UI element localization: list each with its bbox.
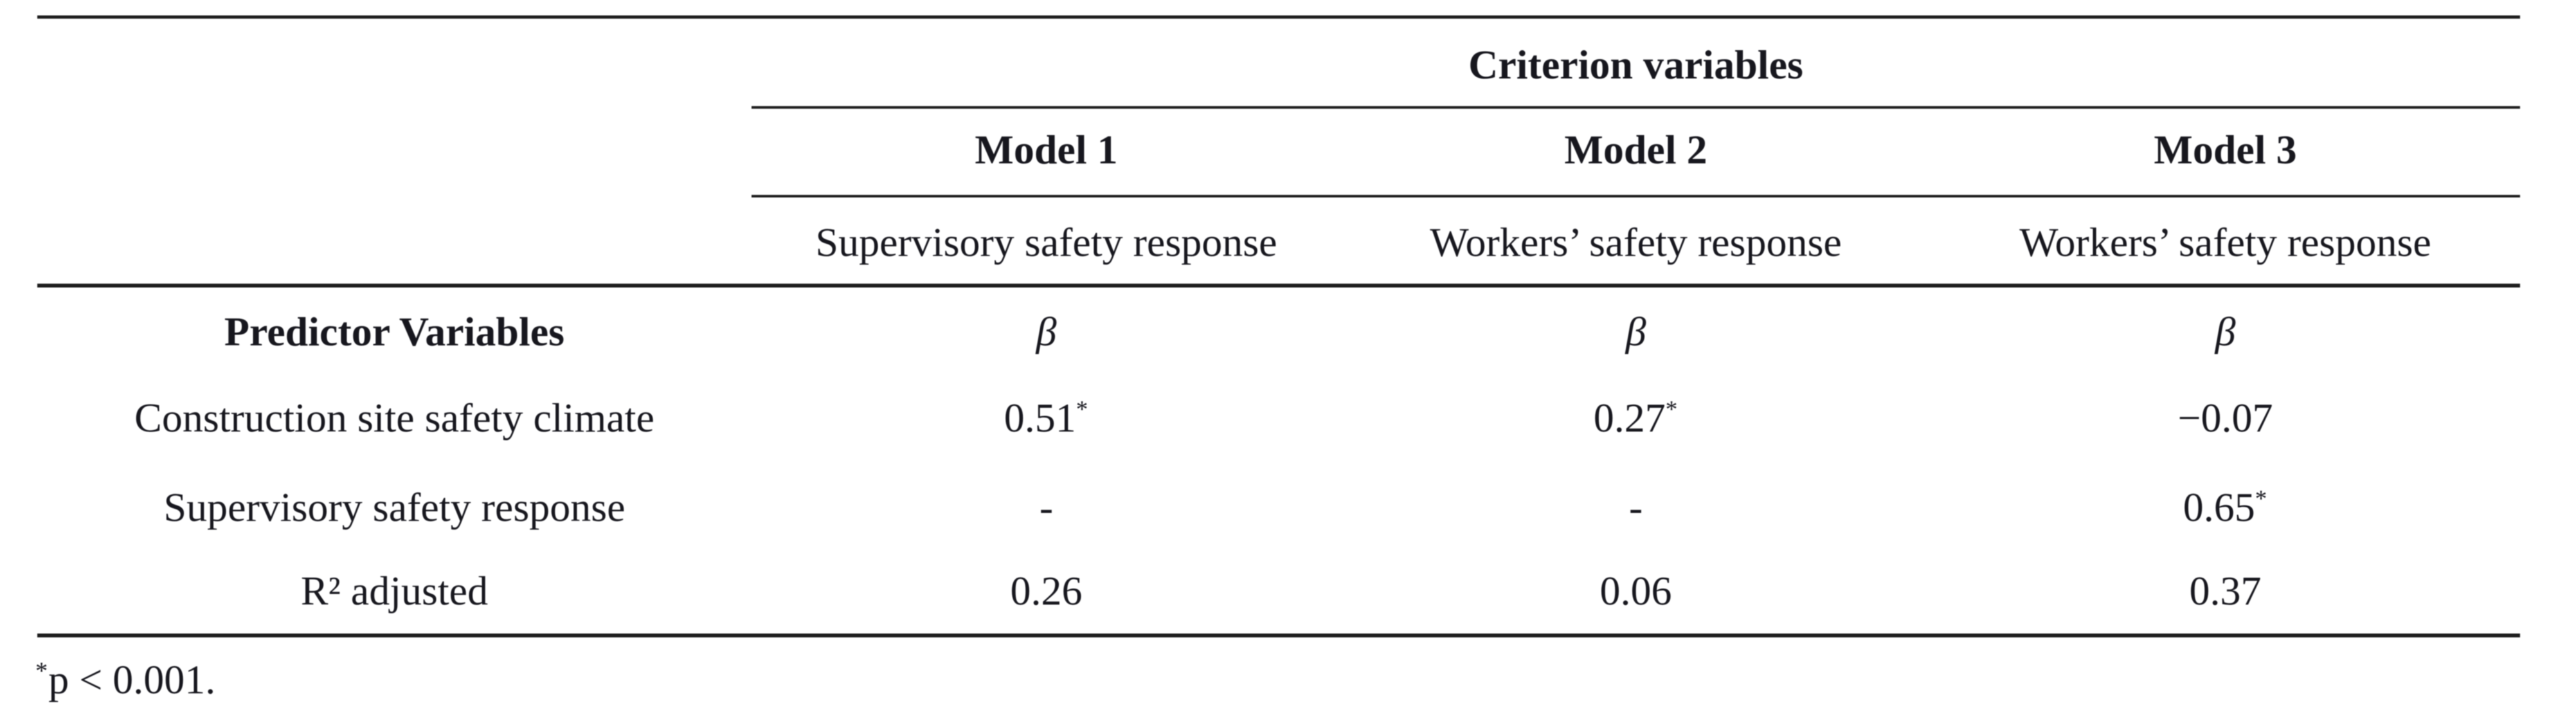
beta-value: - <box>1039 484 1054 530</box>
value-model3-safety-climate: −0.07 <box>1931 389 2520 447</box>
row-label-construction-site-safety-climate: Construction site safety climate <box>134 395 654 441</box>
value-model1-safety-climate: 0.51* <box>752 389 1341 447</box>
beta-value: −0.07 <box>2177 395 2273 441</box>
beta-value: 0.51 <box>1004 395 1076 441</box>
value-model1-supervisory-response: - <box>752 479 1341 536</box>
value-model1-r-squared: 0.26 <box>752 562 1341 620</box>
models-header-rule <box>752 195 2520 197</box>
beta-symbol-model-3: β <box>2215 309 2236 354</box>
predictor-variables-header: Predictor Variables <box>224 309 565 354</box>
beta-value: 0.65 <box>2183 484 2255 530</box>
value-model2-supervisory-response: - <box>1341 479 1931 536</box>
value-model2-safety-climate: 0.27* <box>1341 389 1931 447</box>
value-model3-supervisory-response: 0.65* <box>1931 479 2520 536</box>
table-bottom-rule <box>37 634 2520 637</box>
model-3-header: Model 3 <box>2154 127 2297 172</box>
model-1-criterion-label: Supervisory safety response <box>815 219 1277 265</box>
footnote-asterisk-marker: * <box>35 657 49 685</box>
r-squared-value: 0.37 <box>2189 568 2262 614</box>
r-squared-value: 0.26 <box>1010 568 1083 614</box>
beta-symbol-model-1: β <box>1036 309 1057 354</box>
row-label-r-squared-adjusted: R² adjusted <box>300 568 489 614</box>
significance-asterisk: * <box>2255 486 2268 513</box>
model-2-criterion-label: Workers’ safety response <box>1430 219 1842 265</box>
model-2-header: Model 2 <box>1564 127 1707 172</box>
row-label-supervisory-safety-response: Supervisory safety response <box>163 484 626 530</box>
criterion-variables-header: Criterion variables <box>1468 42 1803 87</box>
model-3-criterion-label: Workers’ safety response <box>2019 219 2431 265</box>
criterion-header-rule <box>752 106 2520 109</box>
beta-value: 0.27 <box>1593 395 1666 441</box>
significance-asterisk: * <box>1076 396 1089 423</box>
value-model2-r-squared: 0.06 <box>1341 562 1931 620</box>
significance-asterisk: * <box>1665 396 1679 423</box>
significance-footnote: *p < 0.001. <box>35 651 215 709</box>
footnote-text: p < 0.001. <box>48 657 216 702</box>
table-top-rule <box>37 15 2520 19</box>
r-squared-value: 0.06 <box>1599 568 1672 614</box>
model-1-header: Model 1 <box>975 127 1118 172</box>
beta-symbol-model-2: β <box>1625 309 1646 354</box>
header-body-divider-rule <box>37 284 2520 287</box>
value-model3-r-squared: 0.37 <box>1931 562 2520 620</box>
beta-value: - <box>1628 484 1643 530</box>
